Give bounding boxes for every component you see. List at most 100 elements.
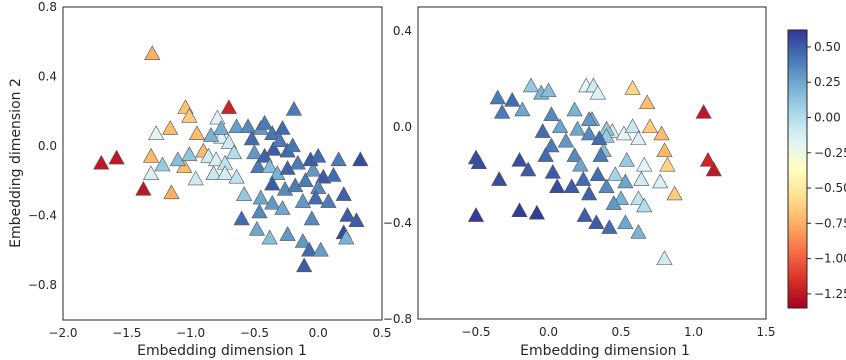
- left-point: [330, 151, 347, 167]
- left-x-tick-label: −1.5: [112, 326, 141, 340]
- left-point: [220, 134, 237, 149]
- right-x-tick-label: 0.0: [539, 325, 558, 339]
- left-x-tick-label: 0.0: [309, 326, 328, 340]
- left-y-ticks: 0.8 0.4 0.0 −0.4 −0.8: [28, 0, 57, 292]
- left-y-tick-label: 0.0: [38, 139, 57, 153]
- left-point: [264, 194, 281, 210]
- right-y-tick-label: −0.8: [383, 312, 412, 326]
- right-point: [653, 125, 670, 141]
- colorbar-gradient: [787, 29, 808, 309]
- right-point: [666, 185, 683, 201]
- right-point: [617, 173, 634, 189]
- left-point: [213, 120, 230, 135]
- colorbar-ticks: 0.50 0.25 0.00 −0.25 −0.50 −0.75 −1.00 −1.25: [807, 40, 846, 301]
- right-point: [580, 111, 598, 126]
- left-y-tick-label: 0.4: [38, 70, 57, 84]
- right-point: [537, 147, 554, 162]
- left-point: [250, 158, 267, 174]
- right-point: [630, 223, 647, 239]
- left-point: [271, 132, 289, 147]
- left-point: [264, 175, 281, 191]
- left-x-ticks: −2.0 −1.5 −1.0 −0.5 0.0 0.5: [48, 326, 391, 340]
- right-point: [563, 178, 580, 194]
- right-y-ticks: 0.4 0.0 −0.4 −0.8: [383, 24, 412, 326]
- left-point: [285, 100, 303, 116]
- colorbar-tick-label: −1.25: [814, 287, 846, 301]
- right-point: [549, 178, 566, 194]
- left-point: [310, 179, 327, 194]
- right-point: [511, 151, 528, 167]
- right-y-tick-label: 0.4: [393, 24, 412, 38]
- left-x-tick-label: 0.5: [372, 326, 391, 340]
- left-point: [274, 120, 291, 135]
- right-x-ticks: −0.5 0.0 0.5 1.0 1.5: [461, 325, 775, 339]
- left-point: [294, 193, 311, 208]
- right-y-tick-label: 0.0: [393, 120, 412, 134]
- right-point: [607, 166, 624, 182]
- right-point: [491, 171, 508, 186]
- right-point: [695, 103, 712, 119]
- left-x-tick-label: −1.0: [176, 326, 205, 340]
- colorbar-tick-label: 0.00: [814, 110, 841, 124]
- left-point: [261, 229, 278, 245]
- colorbar-tick-label: −0.25: [814, 146, 846, 160]
- left-point: [162, 120, 179, 135]
- right-point: [588, 214, 605, 230]
- left-y-tick-label: −0.8: [28, 278, 57, 292]
- left-point: [335, 186, 352, 201]
- right-point: [566, 101, 583, 117]
- right-point: [705, 161, 722, 177]
- left-point: [296, 257, 313, 273]
- left-point: [284, 137, 301, 153]
- left-point: [228, 118, 245, 134]
- right-x-tick-label: 1.0: [684, 325, 703, 339]
- right-point: [656, 142, 673, 158]
- left-point: [93, 154, 110, 170]
- right-point: [540, 82, 557, 98]
- right-point: [636, 156, 653, 172]
- right-point: [576, 207, 593, 222]
- right-point: [612, 190, 630, 206]
- left-point: [338, 229, 355, 245]
- left-point: [169, 151, 186, 167]
- left-point: [233, 210, 250, 226]
- right-point: [544, 163, 561, 179]
- left-scatter-panel: −2.0 −1.5 −1.0 −0.5 0.0 0.5 0.8 0.4 0.0 −0.4 −0.8…: [8, 0, 392, 359]
- left-point: [135, 180, 152, 196]
- left-point: [303, 210, 320, 226]
- right-point: [528, 204, 546, 220]
- right-point: [543, 106, 560, 122]
- right-point: [699, 151, 717, 167]
- left-point: [297, 172, 314, 187]
- colorbar-tick-label: −1.00: [814, 252, 846, 266]
- left-point: [144, 45, 161, 61]
- left-point: [339, 207, 356, 222]
- right-x-axis-label: Embedding dimension 1: [520, 343, 690, 359]
- left-point: [348, 212, 365, 227]
- left-point: [320, 193, 337, 208]
- left-point: [236, 186, 253, 201]
- left-point: [304, 161, 322, 177]
- right-point: [589, 84, 606, 100]
- left-point: [163, 184, 180, 200]
- right-point: [591, 130, 608, 146]
- right-y-tick-label: −0.4: [383, 216, 412, 230]
- left-point: [265, 140, 282, 156]
- right-scatter-panel: −0.5 0.0 0.5 1.0 1.5 0.4 0.0 −0.4 −0.8 Embeddin…: [383, 6, 776, 359]
- right-point: [543, 137, 560, 153]
- right-scatter-points: [467, 77, 722, 266]
- right-point: [633, 171, 650, 186]
- left-point: [301, 241, 318, 257]
- left-x-tick-label: −2.0: [48, 326, 77, 340]
- left-point: [307, 189, 324, 205]
- left-point: [312, 241, 329, 257]
- left-point: [142, 147, 160, 163]
- left-point: [181, 107, 198, 123]
- left-point: [279, 226, 296, 241]
- right-point: [580, 125, 598, 141]
- right-point: [624, 118, 641, 134]
- left-point: [181, 146, 198, 161]
- right-point: [566, 147, 583, 162]
- colorbar-tick-label: 0.50: [814, 40, 841, 54]
- right-point: [624, 79, 641, 95]
